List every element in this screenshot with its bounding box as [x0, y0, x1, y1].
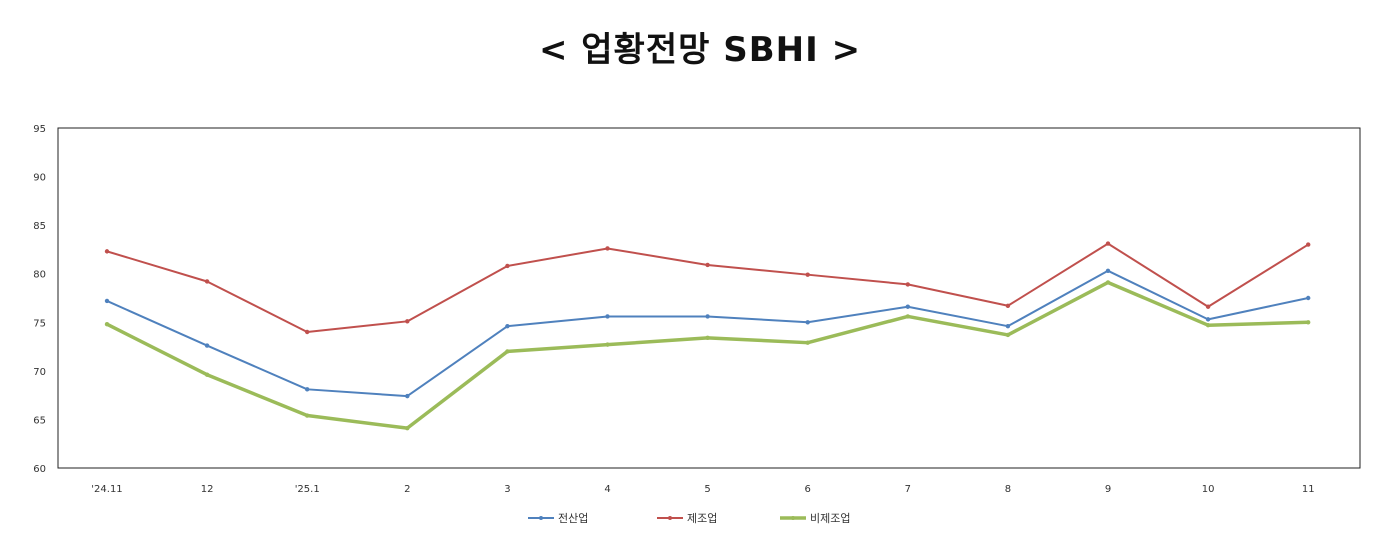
data-point: [905, 314, 910, 319]
data-point: [1105, 241, 1111, 246]
x-tick-label: 5: [704, 484, 710, 495]
chart-title: < 업황전망 SBHI >: [538, 30, 862, 70]
data-point: [405, 425, 410, 431]
data-point: [104, 298, 110, 304]
y-tick-label: 95: [33, 124, 46, 135]
data-point: [805, 272, 810, 277]
series-line-2: [106, 280, 1309, 430]
y-tick-label: 70: [33, 367, 46, 378]
data-point: [1105, 268, 1111, 273]
x-tick-label: '25.1: [295, 484, 320, 495]
series-line-1: [106, 242, 1309, 333]
x-tick-label: 9: [1105, 484, 1111, 495]
data-point: [1306, 320, 1311, 325]
data-point: [104, 249, 110, 254]
legend-label: 전산업: [558, 512, 588, 525]
data-point: [705, 262, 710, 268]
data-point: [305, 387, 310, 392]
y-tick-label: 85: [33, 221, 46, 232]
data-point: [905, 304, 910, 309]
legend-marker: [539, 516, 543, 520]
data-point: [505, 263, 510, 269]
data-point: [204, 343, 210, 348]
x-tick-label: '24.11: [91, 484, 122, 495]
data-point: [1205, 317, 1211, 322]
data-point: [805, 340, 810, 345]
data-point: [204, 279, 210, 284]
data-point: [405, 393, 410, 399]
data-point: [805, 320, 810, 325]
legend-label: 제조업: [687, 512, 717, 525]
x-tick-label: 6: [805, 484, 811, 495]
data-point: [1205, 304, 1211, 309]
data-point: [305, 329, 310, 335]
data-point: [104, 322, 110, 327]
data-point: [1105, 280, 1111, 285]
y-tick-label: 65: [33, 415, 46, 426]
y-tick-label: 80: [33, 270, 46, 281]
y-tick-label: 90: [33, 173, 46, 184]
y-tick-label: 60: [33, 464, 46, 475]
data-point: [505, 323, 510, 329]
data-point: [1205, 323, 1211, 328]
data-point: [1306, 242, 1311, 247]
plot-area: [57, 127, 1361, 469]
legend-marker: [791, 516, 795, 520]
x-tick-label: 7: [905, 484, 911, 495]
legend-marker: [668, 516, 672, 520]
data-point: [905, 282, 910, 287]
data-point: [305, 413, 310, 418]
data-point: [204, 372, 210, 377]
data-point: [605, 314, 610, 319]
legend-label: 비제조업: [810, 512, 850, 525]
data-point: [1005, 323, 1011, 329]
x-tick-label: 4: [604, 484, 610, 495]
data-point: [1005, 303, 1011, 308]
x-tick-label: 2: [404, 484, 410, 495]
x-tick-label: 3: [504, 484, 510, 495]
data-point: [605, 342, 610, 347]
x-tick-label: 10: [1202, 484, 1215, 495]
x-tick-label: 8: [1005, 484, 1011, 495]
x-tick-label: 12: [201, 484, 214, 495]
data-point: [705, 314, 710, 319]
data-point: [1005, 332, 1011, 338]
x-tick-label: 11: [1302, 484, 1315, 495]
data-point: [705, 335, 710, 341]
data-point: [405, 319, 410, 324]
data-point: [1306, 295, 1311, 301]
data-point: [605, 246, 610, 251]
data-point: [505, 349, 510, 354]
y-tick-label: 75: [33, 318, 46, 329]
